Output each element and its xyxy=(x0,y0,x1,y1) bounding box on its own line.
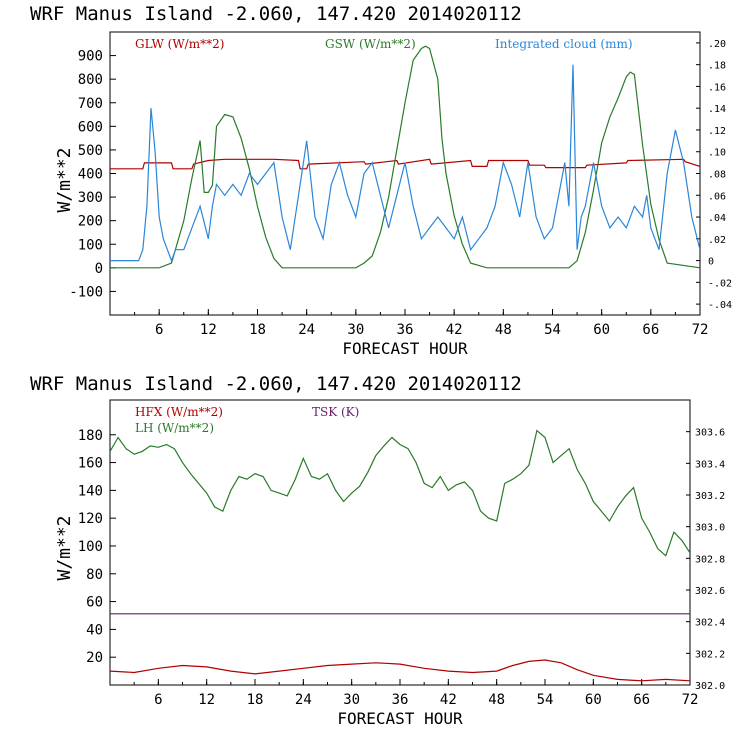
y-tick-label: 60 xyxy=(86,595,103,611)
x-tick-label: 24 xyxy=(298,322,315,338)
y-tick-label: 100 xyxy=(78,237,103,253)
heat-flux-chart: WRF Manus Island -2.060, 147.420 2014020… xyxy=(30,373,725,728)
y2-tick-label: -.04 xyxy=(708,300,732,311)
x-tick-label: 30 xyxy=(343,692,360,708)
legend-entry: HFX (W/m**2) xyxy=(135,405,223,419)
y2-tick-label: .16 xyxy=(708,82,726,93)
y-tick-label: 200 xyxy=(78,214,103,230)
legend-entry: Integrated cloud (mm) xyxy=(495,37,633,51)
y2-tick-label: .12 xyxy=(708,126,726,137)
y2-tick-label: 302.0 xyxy=(695,681,725,692)
y2-tick-label: .02 xyxy=(708,235,726,246)
x-tick-label: 48 xyxy=(488,692,505,708)
legend-entry: LH (W/m**2) xyxy=(135,421,214,435)
x-tick-label: 54 xyxy=(544,322,561,338)
y2-tick-label: 302.2 xyxy=(695,649,725,660)
y-tick-label: 160 xyxy=(78,456,103,472)
y2-tick-label: .10 xyxy=(708,148,726,159)
y-tick-label: 80 xyxy=(86,567,103,583)
x-tick-label: 12 xyxy=(198,692,215,708)
x-axis-label: FORECAST HOUR xyxy=(337,709,463,728)
x-tick-label: 66 xyxy=(633,692,650,708)
series-line-glw xyxy=(110,158,700,170)
y-tick-label: 800 xyxy=(78,72,103,88)
y2-tick-label: .06 xyxy=(708,191,726,202)
chart-title: WRF Manus Island -2.060, 147.420 2014020… xyxy=(30,3,522,25)
y-tick-label: 400 xyxy=(78,167,103,183)
radiation-cloud-chart: WRF Manus Island -2.060, 147.420 2014020… xyxy=(30,3,732,358)
y2-tick-label: .14 xyxy=(708,104,726,115)
y-tick-label: 500 xyxy=(78,143,103,159)
y-tick-label: 600 xyxy=(78,119,103,135)
y-tick-label: 900 xyxy=(78,49,103,65)
series-line-gsw xyxy=(110,45,700,269)
x-tick-label: 54 xyxy=(537,692,554,708)
y2-tick-label: -.02 xyxy=(708,278,732,289)
x-tick-label: 48 xyxy=(495,322,512,338)
y2-tick-label: 303.4 xyxy=(695,459,725,470)
x-tick-label: 18 xyxy=(247,692,264,708)
x-tick-label: 6 xyxy=(154,692,162,708)
x-tick-label: 24 xyxy=(295,692,312,708)
y2-tick-label: 302.4 xyxy=(695,618,725,629)
x-tick-label: 42 xyxy=(446,322,463,338)
y2-tick-label: .04 xyxy=(708,213,726,224)
y2-tick-label: 0 xyxy=(708,257,714,268)
y2-tick-label: 302.6 xyxy=(695,586,725,597)
y-tick-label: 700 xyxy=(78,96,103,112)
x-tick-label: 66 xyxy=(642,322,659,338)
y2-tick-label: .08 xyxy=(708,170,726,181)
y-tick-label: 140 xyxy=(78,483,103,499)
y2-tick-label: 302.8 xyxy=(695,554,725,565)
x-axis-label: FORECAST HOUR xyxy=(342,339,468,358)
x-tick-label: 36 xyxy=(397,322,414,338)
legend-entry: GSW (W/m**2) xyxy=(325,37,416,51)
x-tick-label: 12 xyxy=(200,322,217,338)
plot-frame xyxy=(109,399,691,686)
y-tick-label: 120 xyxy=(78,511,103,527)
legend-entry: TSK (K) xyxy=(312,405,359,419)
y-tick-label: 180 xyxy=(78,428,103,444)
chart-title: WRF Manus Island -2.060, 147.420 2014020… xyxy=(30,373,522,395)
y-tick-label: -100 xyxy=(69,284,103,300)
y2-tick-label: .18 xyxy=(708,61,726,72)
y2-tick-label: 303.2 xyxy=(695,491,725,502)
x-tick-label: 6 xyxy=(155,322,163,338)
x-tick-label: 72 xyxy=(682,692,699,708)
y-tick-label: 20 xyxy=(86,650,103,666)
x-tick-label: 60 xyxy=(593,322,610,338)
y-tick-label: 100 xyxy=(78,539,103,555)
x-tick-label: 72 xyxy=(692,322,709,338)
y-tick-label: 0 xyxy=(95,261,103,277)
x-tick-label: 18 xyxy=(249,322,266,338)
x-tick-label: 36 xyxy=(392,692,409,708)
y2-tick-label: 303.0 xyxy=(695,523,725,534)
plot-frame xyxy=(109,31,701,316)
y-tick-label: 40 xyxy=(86,622,103,638)
y-axis-label: W/m**2 xyxy=(54,515,75,580)
x-tick-label: 60 xyxy=(585,692,602,708)
y-tick-label: 300 xyxy=(78,190,103,206)
y-axis-label: W/m**2 xyxy=(54,147,75,212)
x-tick-label: 42 xyxy=(440,692,457,708)
series-line-lh xyxy=(110,429,690,557)
series-line-integrated xyxy=(110,64,700,263)
series-line-hfx xyxy=(110,659,690,682)
x-tick-label: 30 xyxy=(347,322,364,338)
y2-tick-label: 303.6 xyxy=(695,428,725,439)
y2-tick-label: .20 xyxy=(708,39,726,50)
legend-entry: GLW (W/m**2) xyxy=(135,37,224,51)
